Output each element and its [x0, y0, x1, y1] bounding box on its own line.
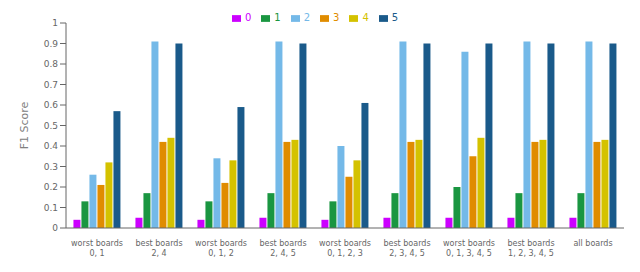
svg-text:best boards2, 3, 4, 5: best boards2, 3, 4, 5 — [383, 239, 430, 258]
svg-text:0.3: 0.3 — [44, 162, 58, 172]
svg-text:0.1: 0.1 — [44, 203, 58, 213]
svg-text:worst boards0, 1, 2: worst boards0, 1, 2 — [195, 239, 247, 258]
svg-text:best boards2, 4, 5: best boards2, 4, 5 — [259, 239, 306, 258]
svg-text:all boards: all boards — [573, 239, 612, 248]
html-text:1: 1 — [274, 12, 281, 23]
svg-text:best boards2, 4: best boards2, 4 — [135, 239, 182, 258]
svg-text:0.4: 0.4 — [44, 141, 59, 151]
svg-text:F1 Score: F1 Score — [18, 101, 31, 149]
svg-text:0.2: 0.2 — [44, 182, 58, 192]
svg-text:best boards1, 2, 3, 4, 5: best boards1, 2, 3, 4, 5 — [507, 239, 554, 258]
svg-text:0.5: 0.5 — [44, 121, 58, 131]
html-text:3: 3 — [333, 12, 340, 23]
html-text:2: 2 — [303, 12, 310, 23]
svg-text:0: 0 — [52, 223, 58, 233]
svg-text:0.7: 0.7 — [44, 80, 58, 90]
svg-text:worst boards0, 1, 2, 3: worst boards0, 1, 2, 3 — [319, 239, 371, 258]
svg-text:0.9: 0.9 — [44, 39, 59, 49]
svg-text:1: 1 — [52, 18, 58, 28]
html-text:4: 4 — [362, 12, 369, 23]
html-text:5: 5 — [391, 12, 399, 23]
html-text:0: 0 — [244, 12, 252, 23]
svg-text:worst boards0, 1, 3, 4, 5: worst boards0, 1, 3, 4, 5 — [443, 239, 495, 258]
svg-text:worst boards0, 1: worst boards0, 1 — [71, 239, 123, 258]
svg-text:0.6: 0.6 — [44, 100, 59, 110]
svg-text:0.8: 0.8 — [44, 59, 59, 69]
